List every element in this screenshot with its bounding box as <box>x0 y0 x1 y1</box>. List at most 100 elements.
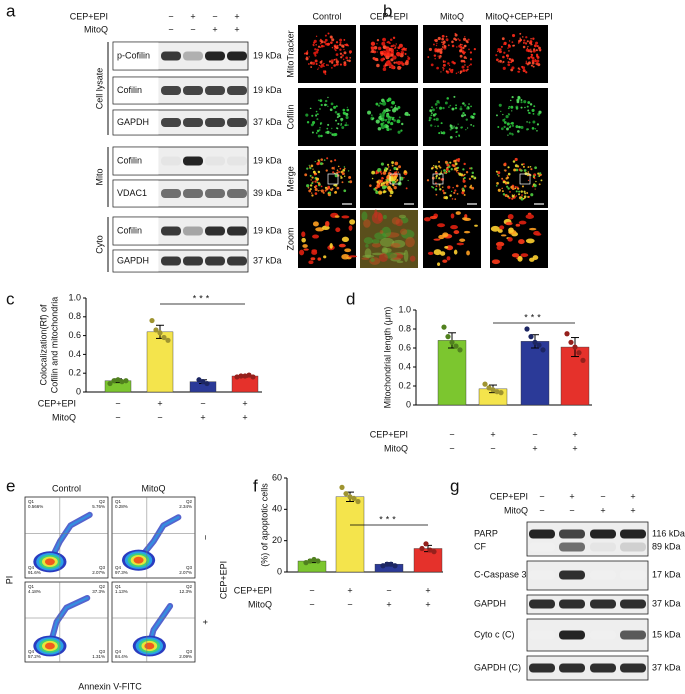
speckle <box>529 165 532 168</box>
zoom-blob <box>525 238 535 244</box>
quadrant-name: Q1 <box>28 584 35 589</box>
data-point <box>524 326 530 332</box>
speckle <box>382 67 387 72</box>
speckle <box>465 128 467 131</box>
speckle <box>451 198 454 200</box>
speckle <box>346 106 348 108</box>
speckle <box>452 164 456 168</box>
speckle <box>324 34 327 37</box>
speckle <box>442 60 445 62</box>
speckle <box>322 191 325 194</box>
speckle <box>401 122 404 126</box>
speckle <box>323 62 325 65</box>
speckle <box>387 61 392 67</box>
band <box>161 256 181 266</box>
row-label: GAPDH (C) <box>474 662 521 672</box>
speckle <box>389 66 391 69</box>
speckle <box>382 122 385 124</box>
condition-sign: + <box>234 11 239 21</box>
speckle <box>322 45 325 48</box>
band <box>559 529 585 539</box>
speckle <box>449 104 452 107</box>
condition-sign: + <box>386 599 391 609</box>
size-label: 39 kDa <box>253 188 282 198</box>
speckle <box>311 120 316 125</box>
speckle <box>534 59 537 63</box>
speckle <box>527 50 529 52</box>
speckle <box>376 43 378 45</box>
speckle <box>496 173 499 176</box>
speckle <box>320 134 323 138</box>
condition-sign: − <box>168 24 173 34</box>
speckle <box>527 171 530 173</box>
data-point <box>204 380 210 387</box>
speckle <box>497 47 501 51</box>
speckle <box>376 180 379 183</box>
speckle <box>407 179 409 182</box>
quadrant-name: Q2 <box>186 584 193 589</box>
speckle <box>435 44 438 47</box>
zoom-blob <box>499 225 505 230</box>
speckle <box>522 41 525 44</box>
speckle <box>495 184 498 187</box>
speckle <box>502 60 505 63</box>
speckle <box>468 64 471 67</box>
speckle <box>329 108 333 112</box>
speckle <box>306 184 310 188</box>
speckle <box>523 197 526 199</box>
speckle <box>393 175 397 180</box>
speckle <box>472 112 476 116</box>
speckle <box>461 126 464 129</box>
speckle <box>428 119 431 122</box>
speckle <box>426 179 430 182</box>
speckle <box>507 44 511 47</box>
zoom-blob <box>507 237 513 242</box>
speckle <box>334 174 338 178</box>
speckle <box>461 174 463 176</box>
speckle <box>310 107 312 109</box>
speckle <box>437 125 440 128</box>
speckle <box>533 177 536 180</box>
bar <box>335 496 365 573</box>
zoom-blob <box>518 220 527 225</box>
speckle <box>317 45 321 48</box>
speckle <box>319 127 321 129</box>
speckle <box>442 189 445 192</box>
y-tick-label: 0 <box>406 399 411 409</box>
speckle <box>314 185 318 188</box>
speckle <box>337 122 340 125</box>
y-tick-label: 0.2 <box>398 380 411 390</box>
speckle <box>324 38 328 42</box>
data-point <box>490 387 496 393</box>
speckle <box>520 197 524 201</box>
speckle <box>320 45 323 48</box>
group-label: Cyto <box>94 235 104 254</box>
speckle <box>375 119 380 124</box>
speckle <box>445 35 448 38</box>
speckle <box>393 166 397 171</box>
speckle <box>381 41 386 46</box>
speckle <box>400 129 403 132</box>
speckle <box>325 187 329 191</box>
zoom-blob <box>299 249 305 256</box>
band <box>227 156 247 166</box>
speckle <box>308 189 312 193</box>
band <box>161 156 181 166</box>
label-cell <box>113 180 159 207</box>
y-tick-label: 1.0 <box>68 292 81 302</box>
condition-sign: − <box>600 491 605 501</box>
speckle <box>342 173 344 175</box>
zoom-blob <box>423 217 431 222</box>
quadrant-name: Q3 <box>186 565 193 570</box>
speckle <box>453 61 456 65</box>
speckle <box>430 114 433 117</box>
speckle <box>455 136 457 138</box>
speckle <box>393 116 395 119</box>
quadrant-value: 57.2% <box>28 654 41 659</box>
speckle <box>314 192 318 195</box>
y-tick-label: 0.4 <box>398 361 411 371</box>
panel-letter: c <box>6 289 15 308</box>
zoom-blob <box>518 239 525 245</box>
speckle <box>454 33 458 37</box>
condition-label: MitoQ <box>504 505 528 515</box>
